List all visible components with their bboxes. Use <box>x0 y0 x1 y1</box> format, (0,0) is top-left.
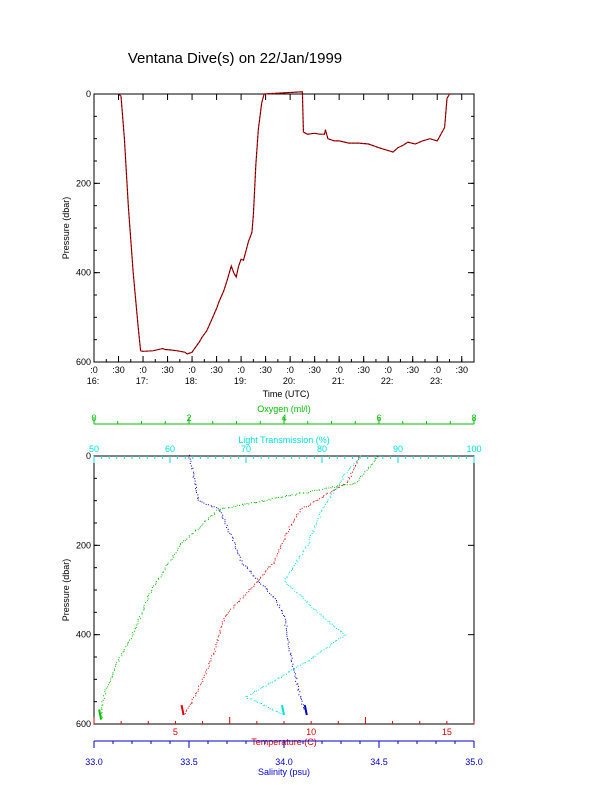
plot1-ylabel: Pressure (dbar) <box>61 197 71 260</box>
plot1-xtick-label-minute: :0 <box>286 365 294 375</box>
plot1-xtick-label-hour: 20: <box>283 376 296 386</box>
series-points-oxygen <box>101 455 381 719</box>
plot1-ytick-label: 600 <box>76 357 91 367</box>
axis-tick-label-temperature: 5 <box>173 727 178 737</box>
plot1-xtick-label-minute: :0 <box>139 365 147 375</box>
series-points-salinity <box>188 454 308 714</box>
axis-tick-label-salinity: 34.5 <box>370 757 388 767</box>
plot2-ylabel: Pressure (dbar) <box>61 559 71 622</box>
axis-title-salinity: Salinity (psu) <box>258 767 310 777</box>
plot2-ytick-label: 600 <box>76 719 91 729</box>
series-light <box>245 455 361 716</box>
plot1-xtick-label-hour: 19: <box>234 376 247 386</box>
series-points-temperature <box>184 455 361 715</box>
plot1-trace-red <box>118 91 451 355</box>
plot1-xtick-label-hour: 22: <box>381 376 394 386</box>
plot1-xtick-label-minute: :0 <box>188 365 196 375</box>
plot1-xtick-label-hour: 16: <box>87 376 100 386</box>
series-salinity <box>188 454 308 716</box>
plot1-ytick-label: 400 <box>76 268 91 278</box>
axis-tick-label-salinity: 33.5 <box>180 757 198 767</box>
plot1-xtick-label-hour: 18: <box>185 376 198 386</box>
axis-tick-label-oxygen: 0 <box>91 413 96 423</box>
plot1-xtick-label-minute: :30 <box>308 365 321 375</box>
plot1-xtick-label-minute: :0 <box>384 365 392 375</box>
plot1-xtick-label-minute: :30 <box>357 365 370 375</box>
plot1-ytick-label: 200 <box>76 178 91 188</box>
plot2-ytick-label: 0 <box>86 451 91 461</box>
axis-tick-label-light: 80 <box>317 444 327 454</box>
plot1-xtick-label-minute: :30 <box>112 365 125 375</box>
axis-tick-label-oxygen: 8 <box>471 413 476 423</box>
plot1-xtick-label-minute: :0 <box>90 365 98 375</box>
axis-tick-label-oxygen: 4 <box>281 413 286 423</box>
plot2-ytick-label: 400 <box>76 630 91 640</box>
plot1-ytick-label: 0 <box>86 89 91 99</box>
plot1-xtick-label-minute: :0 <box>237 365 245 375</box>
plot1-xtick-label-hour: 21: <box>332 376 345 386</box>
plot2-frame <box>93 455 475 725</box>
axis-tick-label-oxygen: 6 <box>376 413 381 423</box>
axis-tick-label-salinity: 34.0 <box>275 757 293 767</box>
plot1-xtick-label-minute: :30 <box>210 365 223 375</box>
series-points-light <box>245 455 361 716</box>
axis-tick-label-light: 70 <box>241 444 251 454</box>
axis-tick-label-oxygen: 2 <box>186 413 191 423</box>
plot1-xtick-label-minute: :0 <box>335 365 343 375</box>
series-end-light <box>281 704 285 716</box>
plot1-xlabel: Time (UTC) <box>263 389 310 399</box>
series-end-salinity <box>303 704 308 716</box>
plot2-ytick-label: 200 <box>76 540 91 550</box>
chart-title: Ventana Dive(s) on 22/Jan/1999 <box>127 50 343 67</box>
axis-title-light: Light Transmission (%) <box>238 435 330 445</box>
series-end-oxygen <box>98 709 103 720</box>
axis-tick-label-light: 50 <box>89 444 99 454</box>
plot1-xtick-label-minute: :30 <box>406 365 419 375</box>
plot1-xtick-label-minute: :30 <box>161 365 174 375</box>
axis-tick-label-salinity: 33.0 <box>85 757 103 767</box>
axis-title-oxygen: Oxygen (ml/l) <box>257 404 311 414</box>
plot1-xtick-label-minute: :30 <box>455 365 468 375</box>
series-end-temperature <box>180 704 185 716</box>
axis-tick-label-light: 90 <box>393 444 403 454</box>
axis-tick-label-salinity: 35.0 <box>465 757 483 767</box>
plot1-frame <box>93 93 475 363</box>
axis-tick-label-light: 100 <box>466 444 481 454</box>
plot1-xtick-label-minute: :0 <box>433 365 441 375</box>
plot1-xtick-label-minute: :30 <box>259 365 272 375</box>
axis-tick-label-light: 60 <box>165 444 175 454</box>
axis-tick-label-temperature: 10 <box>306 727 316 737</box>
series-temperature <box>180 455 361 716</box>
plot1-trace-black <box>118 91 450 355</box>
plot1-xtick-label-hour: 23: <box>430 376 443 386</box>
series-oxygen <box>98 455 381 720</box>
plot1-xtick-label-hour: 17: <box>136 376 149 386</box>
axis-tick-label-temperature: 15 <box>442 727 452 737</box>
